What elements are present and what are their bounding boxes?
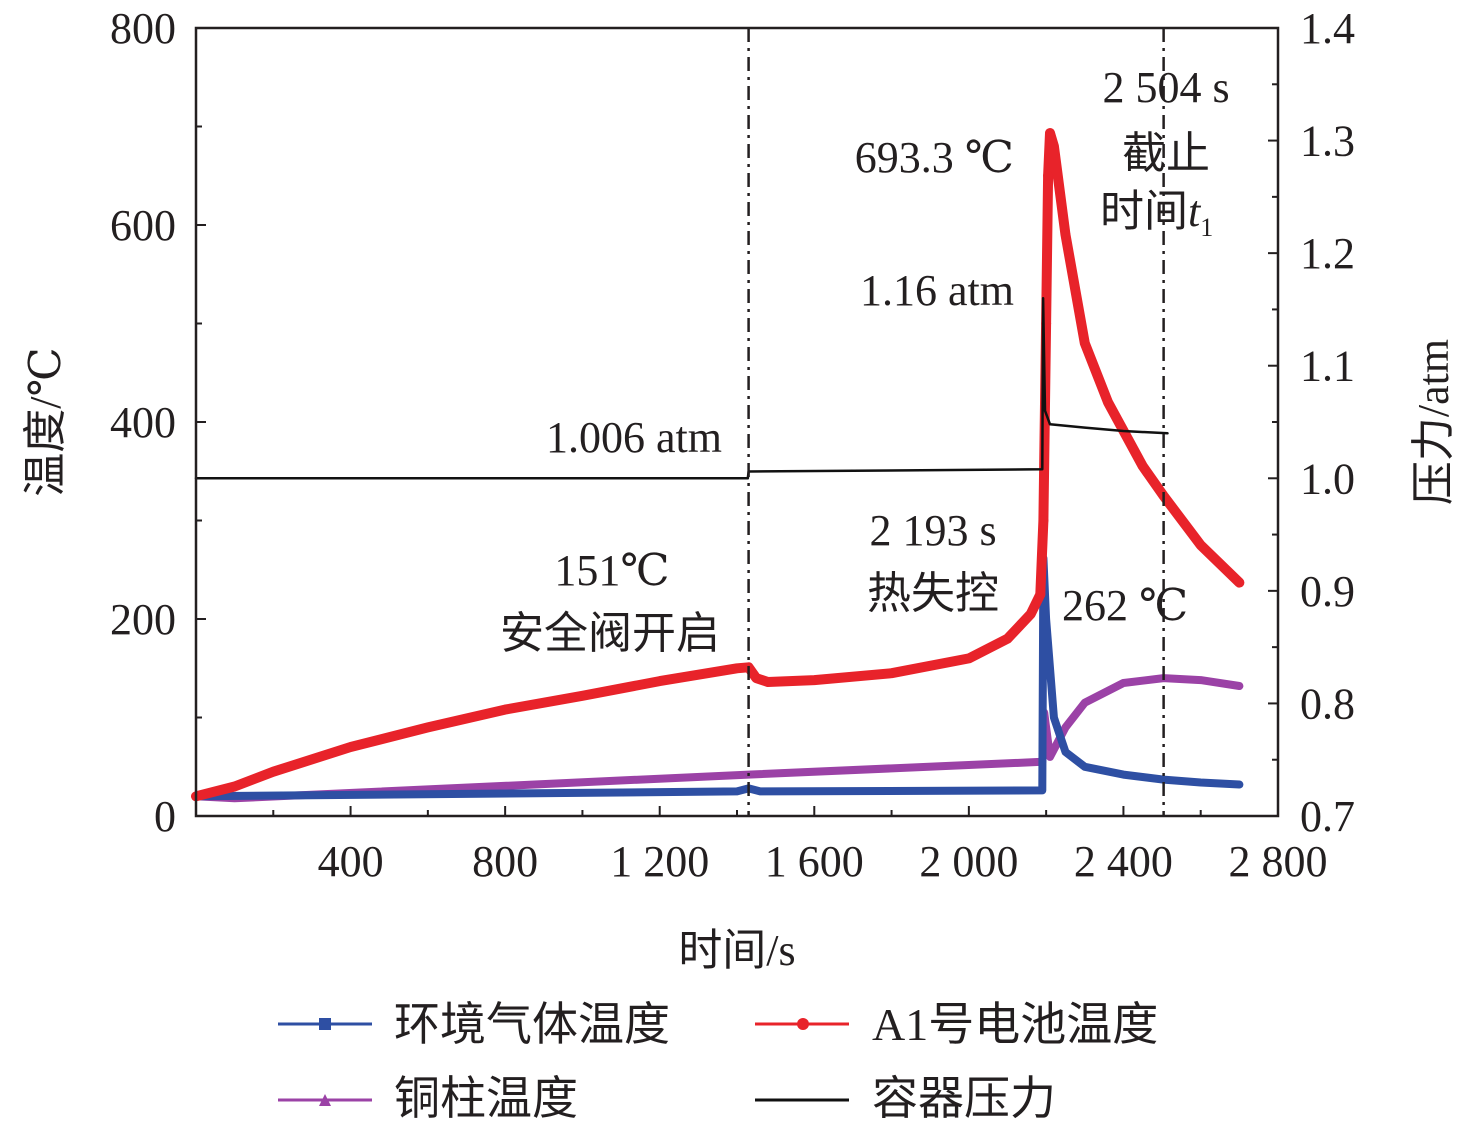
- cutoff-subscript: 1: [1200, 213, 1213, 242]
- circle-marker-icon: [797, 1018, 809, 1030]
- y2-axis-label: 压力/atm: [1409, 339, 1458, 505]
- y-tick-label: 400: [110, 398, 176, 447]
- legend-label: 铜柱温度: [394, 1073, 578, 1124]
- series-line-2: [192, 674, 1244, 803]
- y2-tick-label: 0.7: [1300, 792, 1355, 841]
- x-tick-label: 400: [318, 837, 384, 886]
- legend: 环境气体温度 A1号电池温度 铜柱温度 容器压力: [278, 999, 1158, 1124]
- data-point: [1035, 589, 1046, 600]
- data-point: [1045, 128, 1056, 139]
- data-point: [1038, 515, 1049, 526]
- legend-item-pressure: 容器压力: [755, 1073, 1056, 1124]
- annotation-runaway-label: 热失控: [867, 569, 999, 618]
- legend-label: 容器压力: [872, 1073, 1056, 1124]
- series-line-0: [192, 553, 1244, 801]
- legend-item-copper: 铜柱温度: [278, 1073, 578, 1124]
- y-axis-label: 温度/℃: [21, 347, 70, 496]
- y2-tick-label: 0.9: [1300, 567, 1355, 616]
- y2-tick-label: 0.8: [1300, 679, 1355, 728]
- y-tick-label: 0: [154, 792, 176, 841]
- y2-tick-label: 1.0: [1300, 454, 1355, 503]
- y2-tick-label: 1.4: [1300, 4, 1355, 53]
- data-point: [1043, 170, 1054, 181]
- ticks: 400 800 1 200 1 600 2 000 2 400 2 800 0 200 400 60…: [110, 4, 1355, 886]
- cutoff-time-word: 时间: [1100, 187, 1188, 236]
- y-tick-label: 600: [110, 201, 176, 250]
- y2-tick-label: 1.3: [1300, 117, 1355, 166]
- annotation-peak-temp: 693.3 ℃: [855, 133, 1014, 182]
- y2-tick-label: 1.1: [1300, 342, 1355, 391]
- x-tick-label: 2 000: [919, 837, 1018, 886]
- x-tick-label: 1 200: [610, 837, 709, 886]
- annotation-valve-temp: 151℃: [554, 546, 669, 595]
- annotation-cutoff-time: 2 504 s: [1102, 63, 1229, 112]
- series-layer: [191, 128, 1245, 803]
- series-line-1: [191, 128, 1245, 802]
- annotation-cutoff-label: 截止: [1122, 129, 1210, 178]
- square-marker-icon: [319, 1018, 331, 1030]
- annotation-valve-label: 安全阀开启: [500, 609, 720, 658]
- legend-item-ambient: 环境气体温度: [278, 999, 670, 1050]
- annotation-cutoff-time-label: 时间t1: [1100, 187, 1213, 242]
- legend-item-battery: A1号电池温度: [755, 999, 1158, 1050]
- x-tick-label: 800: [472, 837, 538, 886]
- annotation-peak-pressure: 1.16 atm: [860, 266, 1014, 315]
- legend-label: A1号电池温度: [872, 999, 1158, 1050]
- triangle-marker-icon: [319, 1094, 331, 1106]
- x-tick-label: 2 800: [1229, 837, 1328, 886]
- annotation-ambient-peak: 262 ℃: [1062, 581, 1188, 630]
- legend-label: 环境气体温度: [394, 999, 670, 1050]
- x-tick-label: 1 600: [765, 837, 864, 886]
- x-axis-label: 时间/s: [678, 926, 795, 975]
- cutoff-symbol: t: [1188, 187, 1202, 236]
- y-tick-label: 200: [110, 595, 176, 644]
- x-tick-label: 2 400: [1074, 837, 1173, 886]
- annotation-runaway-time: 2 193 s: [869, 506, 996, 555]
- y2-tick-label: 1.2: [1300, 229, 1355, 278]
- y-tick-label: 800: [110, 4, 176, 53]
- annotation-valve-pressure: 1.006 atm: [546, 413, 722, 462]
